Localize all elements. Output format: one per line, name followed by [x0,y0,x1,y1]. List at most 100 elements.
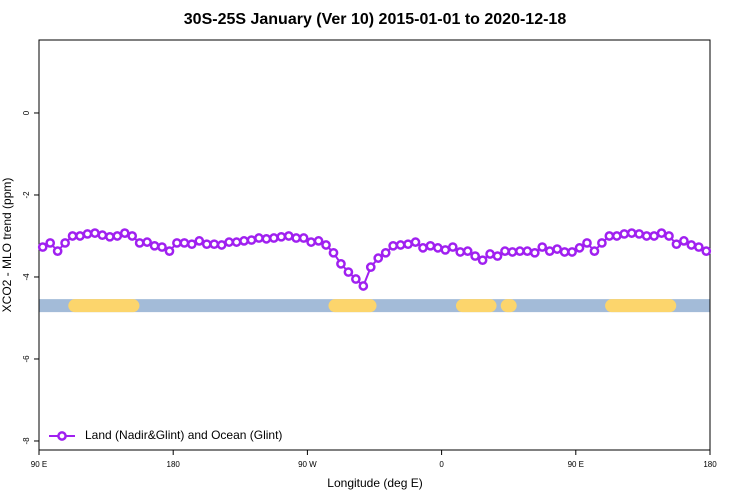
data-point [239,236,249,246]
data-point [186,239,197,250]
data-point [127,231,138,241]
data-point [224,237,234,247]
data-point [298,233,309,243]
data-point [373,253,384,263]
data-point [671,239,682,250]
y-tick-label: -8 [22,437,31,445]
data-point [75,231,85,241]
data-point [462,246,473,256]
data-point [388,240,398,251]
data-point [693,242,704,252]
data-point [45,238,56,248]
data-point [336,259,346,269]
data-point [500,246,510,256]
x-tick-label: 180 [703,460,717,469]
y-tick-label: -2 [22,191,31,199]
data-point [574,243,585,253]
legend-marker [57,431,67,441]
data-point [664,231,674,241]
data-point [246,235,257,245]
y-tick-label: 0 [22,110,31,115]
data-point [470,251,480,261]
data-point [455,247,466,257]
data-point [686,240,697,250]
data-point [306,237,316,247]
data-point [149,240,160,251]
data-point [403,239,413,250]
data-point [433,243,443,253]
x-tick-label: 90 W [298,460,317,469]
data-point [477,255,488,266]
x-tick-label: 180 [167,460,181,469]
data-point [604,231,615,241]
data-point [313,236,324,246]
y-tick-label: -4 [22,273,31,281]
data-point [321,240,331,250]
data-point [515,246,525,256]
data-point [410,237,421,247]
data-point [701,246,712,256]
x-tick-label: 90 E [31,460,47,469]
data-point [351,274,361,284]
data-point [90,228,100,238]
data-point [365,262,376,272]
data-point [552,244,563,254]
data-point [634,229,645,239]
data-point [522,246,533,256]
data-point [485,249,495,259]
data-point [380,247,391,258]
data-point [134,238,145,248]
data-point [60,238,70,248]
data-point [52,246,63,256]
data-point [656,228,667,238]
data-point [440,245,451,255]
data-point [201,239,212,250]
y-tick-label: -6 [22,355,31,363]
data-point [529,247,540,258]
data-point [537,242,548,252]
data-point [343,267,354,277]
data-point [582,238,592,248]
x-tick-label: 90 E [568,460,584,469]
y-axis-title: XCO2 - MLO trend (ppm) [0,178,14,313]
data-point [37,242,48,252]
data-point [142,237,152,247]
data-point [567,247,577,257]
data-point [291,233,302,243]
data-point [559,247,570,257]
data-point [216,240,227,250]
data-point [641,231,652,241]
data-point [67,231,78,241]
data-point [626,228,637,238]
data-point [283,231,294,241]
data-point [157,242,167,252]
data-point [649,231,659,241]
data-point [179,238,190,248]
data-point [194,236,205,246]
data-point [97,230,108,241]
data-point [209,239,220,250]
x-axis-title: Longitude (deg E) [327,476,422,490]
data-point [276,231,287,242]
data-point [492,251,503,261]
data-point [597,238,607,248]
data-point [418,243,428,253]
x-tick-label: 0 [439,460,444,469]
data-point [425,240,436,251]
data-point [358,281,369,291]
data-point [619,229,630,239]
legend-label: Land (Nadir&Glint) and Ocean (Glint) [85,428,282,442]
data-point [254,233,264,243]
data-point [544,246,555,256]
data-point [589,246,600,256]
data-point [611,231,622,241]
data-point [82,229,93,239]
data-point [447,242,458,252]
data-point [231,237,242,247]
data-point [679,236,689,246]
chart-title: 30S-25S January (Ver 10) 2015-01-01 to 2… [184,11,567,28]
data-point [269,233,279,243]
data-point [395,240,406,250]
data-point [261,234,272,244]
